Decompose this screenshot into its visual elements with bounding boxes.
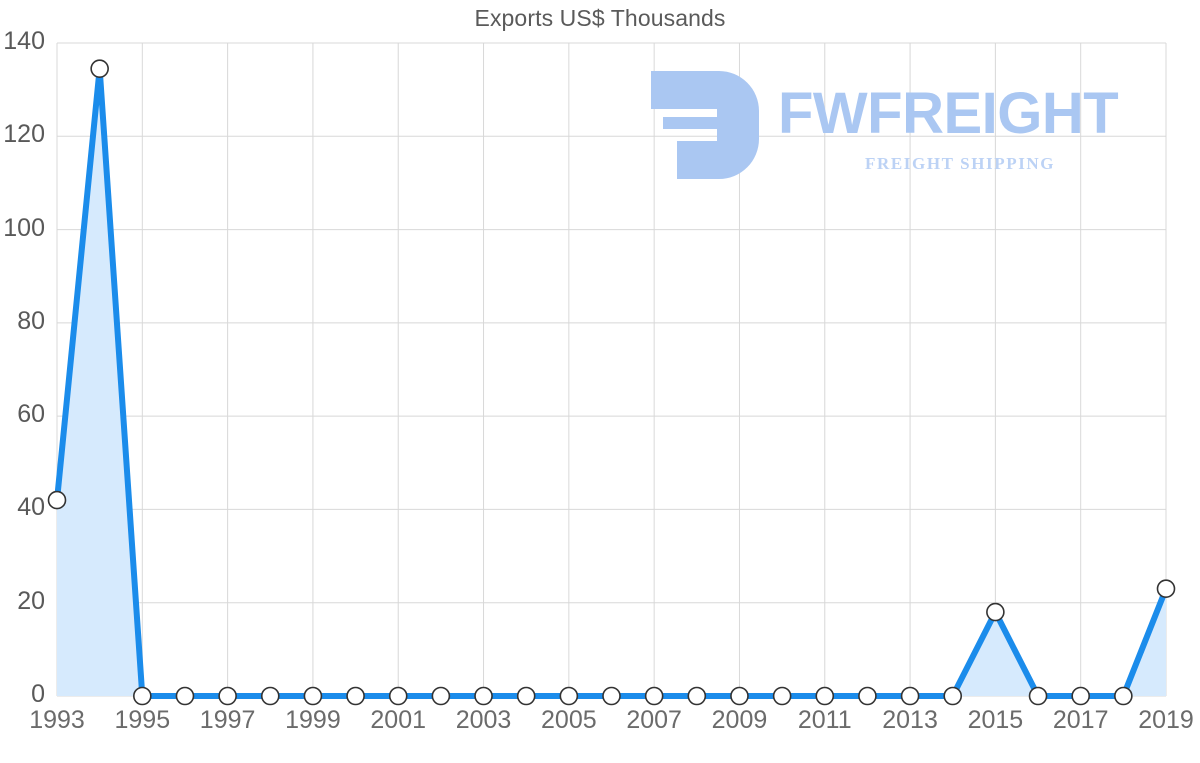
data-point-marker[interactable] xyxy=(133,686,152,706)
data-point-marker[interactable] xyxy=(260,686,280,706)
x-axis-tick-label: 2015 xyxy=(967,706,1024,734)
y-axis-tick-label: 120 xyxy=(3,120,45,149)
data-point-marker[interactable] xyxy=(474,686,493,706)
data-point-marker[interactable] xyxy=(516,686,536,706)
y-axis-tick-label: 20 xyxy=(17,586,45,615)
x-axis-tick-label: 2011 xyxy=(797,706,852,734)
y-axis-tick-label: 140 xyxy=(3,27,45,55)
data-point-marker[interactable] xyxy=(943,686,963,706)
area-fill-path xyxy=(57,68,1166,696)
x-axis-tick-label: 1997 xyxy=(199,706,256,734)
x-axis-tick-label: 2005 xyxy=(541,706,597,734)
data-point-marker[interactable] xyxy=(858,686,877,706)
x-axis-tick-label: 2013 xyxy=(882,706,938,734)
x-axis-tick-label: 2017 xyxy=(1052,706,1109,734)
data-point-marker[interactable] xyxy=(986,602,1005,622)
x-axis-tick-label: 1993 xyxy=(29,706,85,734)
x-axis-tick-label: 1999 xyxy=(285,706,341,734)
chart-title: Exports US$ Thousands xyxy=(474,5,726,31)
data-point-marker[interactable] xyxy=(815,686,835,706)
y-axis-tick-label: 100 xyxy=(3,213,45,242)
data-point-marker[interactable] xyxy=(1114,686,1133,706)
x-axis-tick-label: 1995 xyxy=(114,706,171,734)
data-point-marker[interactable] xyxy=(175,686,195,706)
y-axis-tick-label: 0 xyxy=(31,680,45,708)
data-point-marker[interactable] xyxy=(1156,579,1176,599)
data-point-marker[interactable] xyxy=(772,686,792,706)
y-axis-tick-label: 80 xyxy=(17,306,45,335)
x-axis-tick-label: 2007 xyxy=(626,706,682,734)
data-point-marker[interactable] xyxy=(1071,686,1090,706)
y-axis-tick-label: 60 xyxy=(17,400,45,429)
data-point-marker[interactable] xyxy=(1028,686,1048,706)
data-point-marker[interactable] xyxy=(346,686,365,706)
gridlines-group xyxy=(56,42,1167,697)
data-point-marker[interactable] xyxy=(431,686,451,706)
data-point-marker[interactable] xyxy=(602,686,621,706)
data-point-marker[interactable] xyxy=(218,686,237,706)
data-point-marker[interactable] xyxy=(900,686,920,706)
data-point-marker[interactable] xyxy=(559,686,579,706)
data-point-marker[interactable] xyxy=(47,490,67,510)
y-axis-tick-label: 40 xyxy=(17,493,45,522)
data-point-marker[interactable] xyxy=(730,686,749,706)
data-point-marker[interactable] xyxy=(644,686,664,706)
x-axis-tick-label: 2001 xyxy=(370,706,427,734)
data-point-marker[interactable] xyxy=(687,686,707,706)
x-axis-tick-label: 2003 xyxy=(455,706,512,734)
series-line-path xyxy=(54,65,1169,699)
data-point-marker[interactable] xyxy=(90,59,109,78)
data-point-marker[interactable] xyxy=(388,686,408,706)
data-point-markers-group xyxy=(47,59,1176,706)
x-axis-tick-label: 2009 xyxy=(711,706,768,734)
data-point-marker[interactable] xyxy=(303,686,323,706)
x-axis-tick-label: 2019 xyxy=(1138,706,1194,734)
